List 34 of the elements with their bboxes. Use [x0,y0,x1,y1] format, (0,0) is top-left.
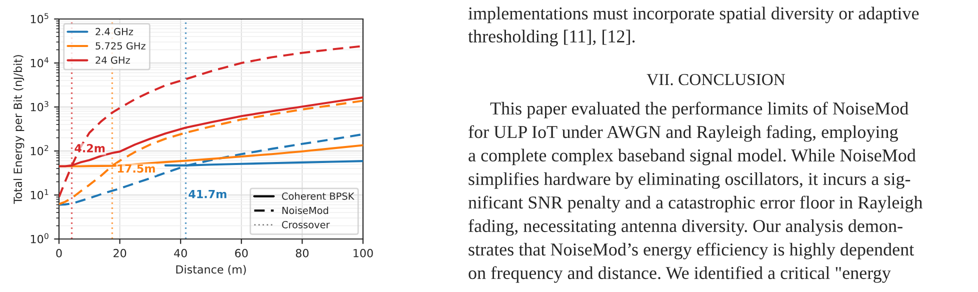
text: strates that NoiseMod’s energy efficiency is highly dependent [468,242,914,260]
legend-label: 5.725 GHz [96,42,146,50]
annotation: 41.7m [188,190,226,198]
text: fading, necessitating antenna diversity. Our analysis demon- [468,219,902,236]
annotation: 4.2m [74,144,105,152]
legend-label: 2.4 GHz [96,28,134,36]
text: implementations must incorporate spatial diversity or adaptive [468,6,919,24]
legend-label: 24 GHz [96,56,130,64]
y-tick-label: 10$^{5}$ [30,13,48,24]
x-tick-label: 40 [174,248,187,258]
text: This paper evaluated the performance limits of NoiseMod [490,102,908,118]
annotation: Crossover [282,221,330,228]
y-tick-label: 10$^{0}$ [30,233,48,244]
text: on frequency and distance. We identified a critical "energy [468,266,891,283]
text: thresholding [11], [12]. [468,30,635,46]
annotation: 17.5m [118,164,155,173]
y-tick-label: 10$^{3}$ [30,101,48,112]
text: nificant SNR penalty and a catastrophic error floor in Rayleigh [468,196,923,212]
x-axis-title: Distance (m) [176,265,246,275]
y-axis-title: Total Energy per Bit (nJ/bit) [13,55,24,204]
y-tick-label: 10$^{4}$ [30,57,48,68]
y-tick-label: 10$^{2}$ [30,145,48,156]
x-tick-label: 60 [235,248,248,258]
x-tick-label: 80 [296,248,309,258]
y-tick-label: 10$^{1}$ [30,189,48,200]
text: for ULP IoT under AWGN and Rayleigh fading, employing [468,125,898,142]
annotation: NoiseMod [282,206,328,214]
text: VII. CONCLUSION [646,74,786,86]
text: simplifies hardware by eliminating oscillators, it incurs a sig- [468,172,910,189]
text: a complete complex baseband signal model. While NoiseMod [468,148,916,166]
x-tick-label: 20 [114,248,126,258]
annotation: Coherent BPSK [282,192,354,200]
x-tick-label: 100 [354,248,373,258]
x-tick-label: 0 [56,248,62,258]
